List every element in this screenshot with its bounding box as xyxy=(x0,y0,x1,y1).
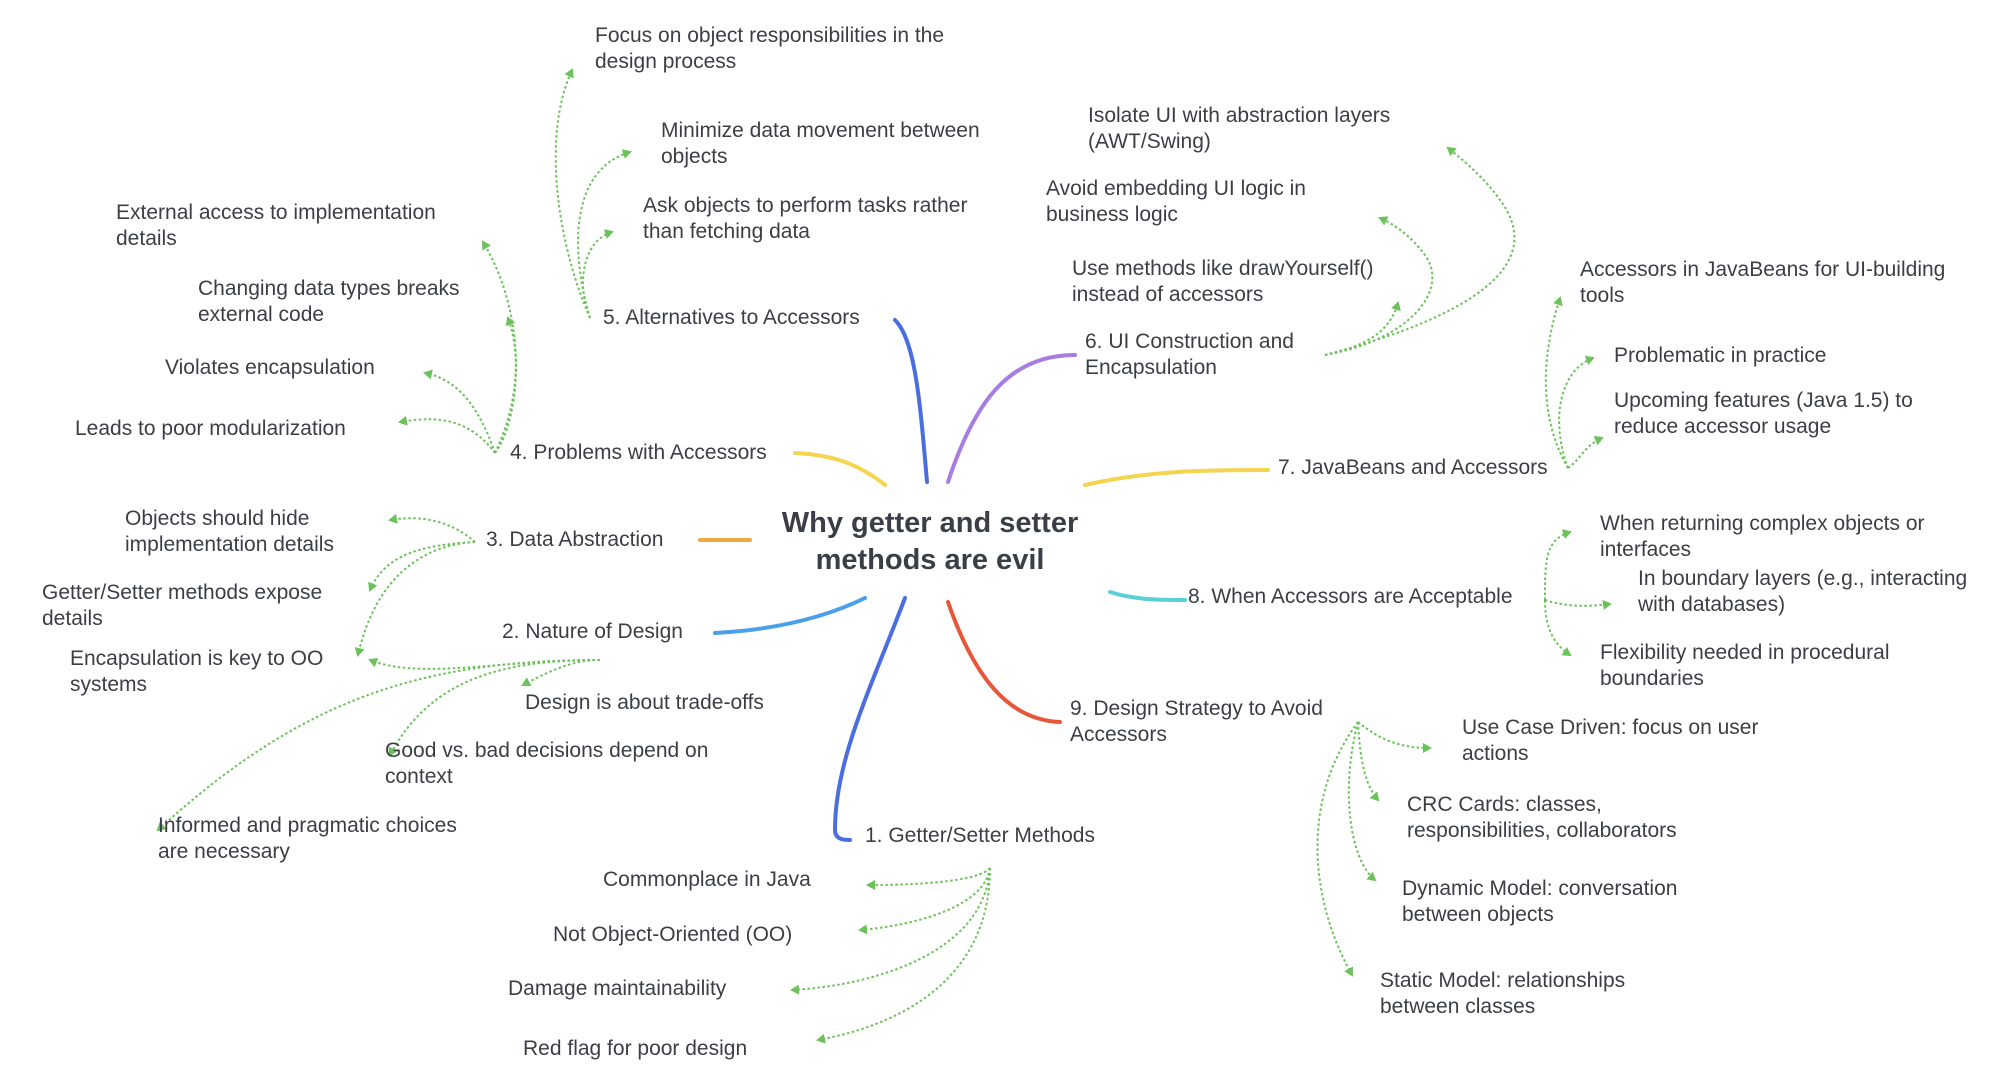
leaf-red-flag-poor-design[interactable]: Red flag for poor design xyxy=(523,1037,748,1060)
leaf-getters-expose-details[interactable]: Getter/Setter methods expose details xyxy=(42,581,323,630)
topic-alternatives-to-accessors[interactable]: 5. Alternatives to Accessors xyxy=(603,306,860,329)
leaf-static-model[interactable]: Static Model: relationships between clas… xyxy=(1380,969,1626,1018)
central-topic[interactable]: Why getter and setter methods are evil xyxy=(781,507,1079,576)
topic-javabeans-and-accessors[interactable]: 7. JavaBeans and Accessors xyxy=(1278,456,1548,479)
leaf-avoid-ui-logic[interactable]: Avoid embedding UI logic in business log… xyxy=(1046,177,1306,226)
branch-9 xyxy=(946,600,1062,724)
branch-1 xyxy=(832,596,907,842)
leaf-flexibility-procedural[interactable]: Flexibility needed in procedural boundar… xyxy=(1600,641,1890,690)
leaf-commonplace-in-java[interactable]: Commonplace in Java xyxy=(603,868,811,891)
leaf-not-object-oriented[interactable]: Not Object-Oriented (OO) xyxy=(553,923,793,946)
leaf-connectors xyxy=(156,68,1612,1044)
leaf-minimize-data-movement[interactable]: Minimize data movement between objects xyxy=(661,119,980,168)
leaf-changing-data-types[interactable]: Changing data types breaks external code xyxy=(198,277,460,326)
leaf-design-trade-offs[interactable]: Design is about trade-offs xyxy=(525,691,764,714)
branch-5 xyxy=(893,318,929,484)
topic-getter-setter-methods[interactable]: 1. Getter/Setter Methods xyxy=(865,824,1095,847)
topic-data-abstraction[interactable]: 3. Data Abstraction xyxy=(486,528,664,551)
topic-design-strategy[interactable]: 9. Design Strategy to Avoid Accessors xyxy=(1070,697,1323,746)
leaf-encapsulation-key[interactable]: Encapsulation is key to OO systems xyxy=(70,647,324,696)
topic-problems-with-accessors[interactable]: 4. Problems with Accessors xyxy=(510,441,767,464)
leaf-external-access[interactable]: External access to implementation detail… xyxy=(116,201,436,250)
leaf-dynamic-model[interactable]: Dynamic Model: conversation between obje… xyxy=(1402,877,1678,926)
branch-8 xyxy=(1108,590,1187,602)
branch-4 xyxy=(793,451,887,487)
topic-nature-of-design[interactable]: 2. Nature of Design xyxy=(502,620,683,643)
leaf-problematic-in-practice[interactable]: Problematic in practice xyxy=(1614,344,1827,367)
branch-2 xyxy=(713,596,867,635)
leaf-complex-objects[interactable]: When returning complex objects or interf… xyxy=(1600,512,1925,561)
leaf-informed-pragmatic-choices[interactable]: Informed and pragmatic choices are neces… xyxy=(158,814,457,863)
leaf-accessors-in-javabeans[interactable]: Accessors in JavaBeans for UI-building t… xyxy=(1580,258,1946,307)
leaf-drawyourself[interactable]: Use methods like drawYourself() instead … xyxy=(1072,257,1374,306)
branch-6 xyxy=(946,353,1077,484)
leaf-crc-cards[interactable]: CRC Cards: classes, responsibilities, co… xyxy=(1407,793,1677,842)
leaf-ask-objects-tasks[interactable]: Ask objects to perform tasks rather than… xyxy=(643,194,968,243)
branch-7 xyxy=(1083,468,1270,487)
leaf-objects-hide-details[interactable]: Objects should hide implementation detai… xyxy=(125,507,334,556)
leaf-upcoming-features[interactable]: Upcoming features (Java 1.5) to reduce a… xyxy=(1614,389,1913,438)
leaf-focus-responsibilities[interactable]: Focus on object responsibilities in the … xyxy=(595,24,945,73)
leaf-boundary-layers[interactable]: In boundary layers (e.g., interacting wi… xyxy=(1638,567,1968,616)
leaf-violates-encapsulation[interactable]: Violates encapsulation xyxy=(165,356,375,379)
leaf-damage-maintainability[interactable]: Damage maintainability xyxy=(508,977,727,1000)
leaf-use-case-driven[interactable]: Use Case Driven: focus on user actions xyxy=(1462,716,1759,765)
topic-when-accessors-acceptable[interactable]: 8. When Accessors are Acceptable xyxy=(1188,585,1513,608)
topic-ui-construction[interactable]: 6. UI Construction and Encapsulation xyxy=(1085,330,1294,379)
leaf-poor-modularization[interactable]: Leads to poor modularization xyxy=(75,417,346,440)
leaf-isolate-ui[interactable]: Isolate UI with abstraction layers (AWT/… xyxy=(1088,104,1391,153)
leaf-good-vs-bad-decisions[interactable]: Good vs. bad decisions depend on context xyxy=(385,739,709,788)
